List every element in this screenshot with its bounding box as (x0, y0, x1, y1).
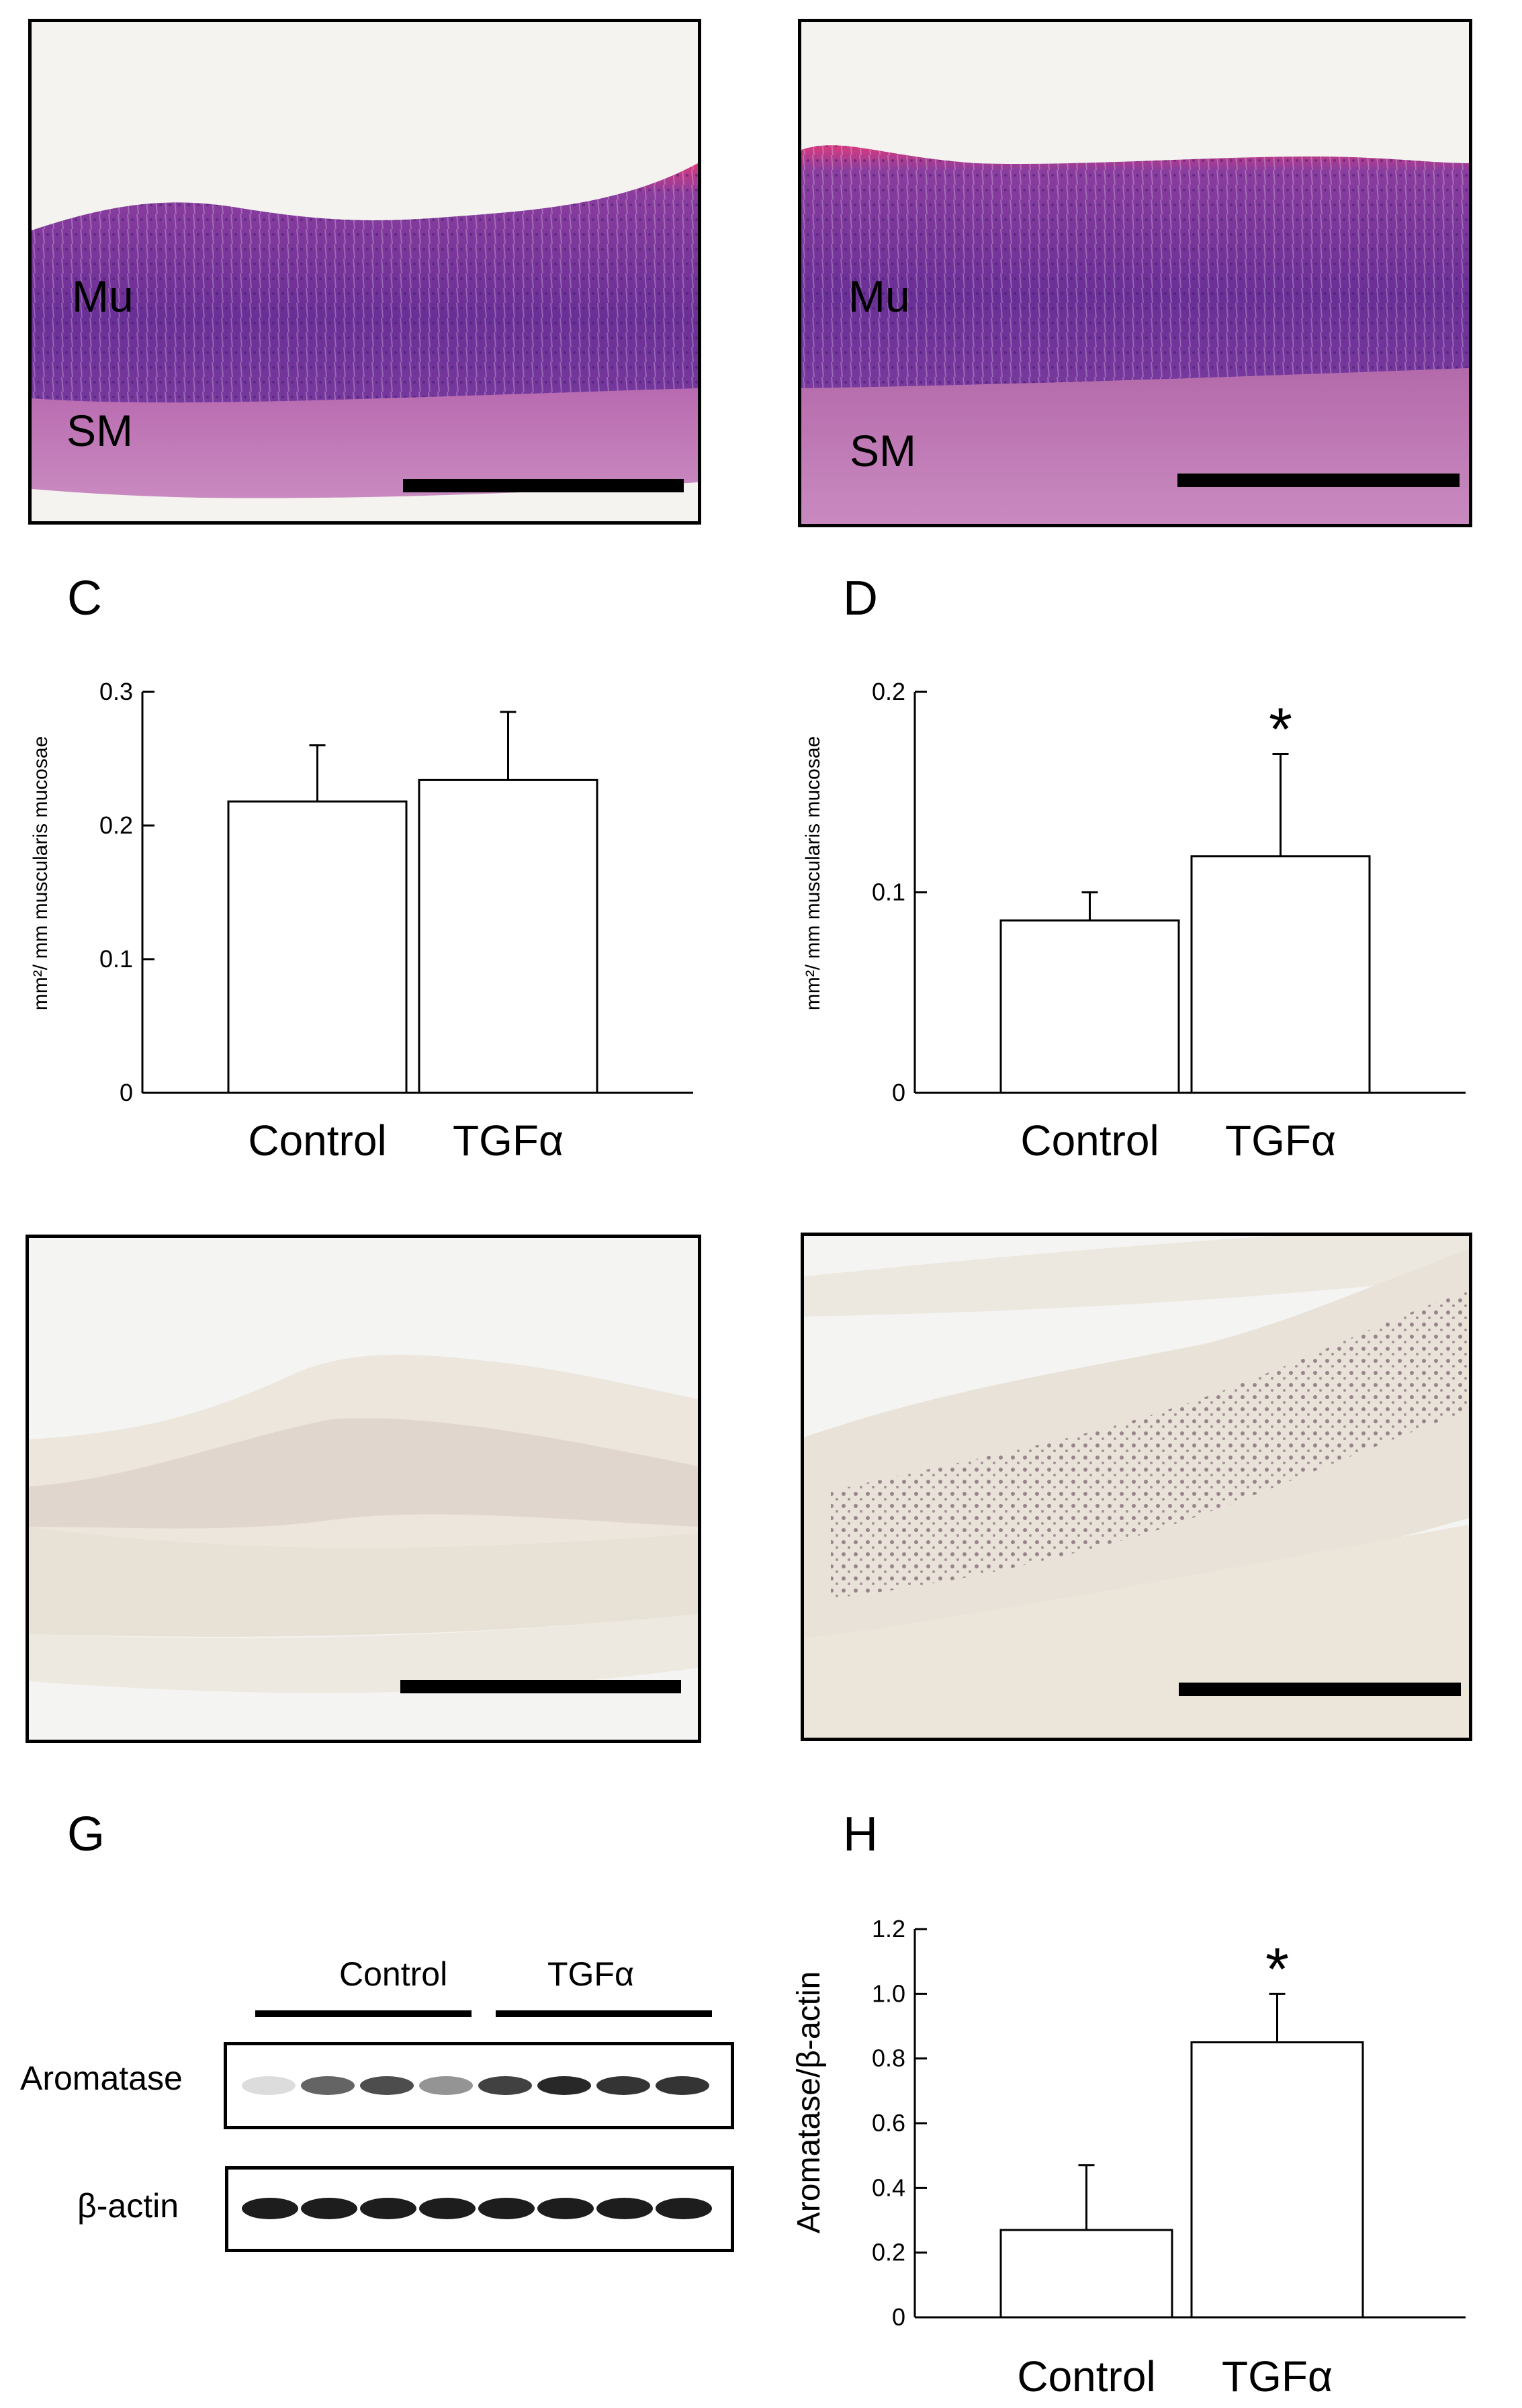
scale-bar (1179, 1683, 1461, 1696)
beta-actin-band (596, 2198, 653, 2219)
bar-chart-h: 0 0.2 0.4 0.6 0.8 1.0 1.2 Aromatase/β-actin Cont… (772, 1881, 1511, 2405)
y-tick-label: 0.6 (872, 2109, 905, 2137)
western-blot-aromatase (224, 2042, 734, 2129)
bar (999, 919, 1180, 1094)
y-tick-label: 0.2 (872, 2239, 905, 2266)
beta-actin-bands (242, 2198, 712, 2219)
group-line-tgfa (496, 2010, 712, 2017)
aromatase-band (596, 2076, 650, 2095)
beta-actin-band (419, 2198, 476, 2219)
micrograph-ish-tgfa (801, 1233, 1472, 1741)
panel-letter-h: H (843, 1808, 878, 1861)
ish-stain-image-e (29, 1238, 698, 1740)
blot-row-label-aromatase: Aromatase (20, 2059, 183, 2097)
aromatase-band (301, 2076, 355, 2095)
bar (1190, 855, 1371, 1094)
significance-marker: * (1265, 1936, 1289, 2003)
scale-bar (1177, 474, 1460, 487)
y-tick-label: 0 (892, 1079, 905, 1106)
bar (1190, 2041, 1364, 2319)
y-tick-label: 0.2 (99, 811, 133, 839)
scale-bar (403, 479, 684, 492)
y-axis-label: mm²/ mm muscularis mucosae (30, 736, 52, 1010)
bar (999, 2229, 1173, 2319)
panel-letter-g: G (67, 1808, 105, 1861)
panel-letter-d: D (843, 572, 878, 625)
aromatase-band (537, 2076, 591, 2095)
beta-actin-band (537, 2198, 594, 2219)
group-label-tgfa: TGFα (547, 1955, 634, 1993)
western-blot-beta-actin (225, 2166, 734, 2252)
beta-actin-band (656, 2198, 712, 2219)
scale-bar (400, 1680, 681, 1693)
category-label: Control (248, 1116, 386, 1165)
beta-actin-band (301, 2198, 357, 2219)
group-line-control (255, 2010, 472, 2017)
bar-chart-d: 0 0.1 0.2 mm²/ mm muscularis mucosae Control… (772, 645, 1511, 1196)
blot-row-label-beta-actin: β-actin (77, 2187, 179, 2225)
tissue-label-mucosa: Mu (848, 271, 910, 321)
significance-marker: * (1269, 697, 1292, 764)
aromatase-band (360, 2076, 414, 2095)
chart-c-svg: 0 0.1 0.2 0.3 mm²/ mm muscularis mucosae Cont… (30, 678, 693, 1165)
aromatase-band (478, 2076, 532, 2095)
group-label-control: Control (339, 1955, 448, 1993)
y-tick-label: 0.4 (872, 2174, 905, 2201)
micrograph-he-control: Mu SM (28, 19, 701, 525)
y-axis-label: Aromatase/β-actin (791, 1971, 827, 2233)
tissue-label-submucosa: SM (66, 406, 133, 455)
micrograph-he-tgfa: Mu SM (798, 19, 1472, 527)
category-label: Control (1020, 1116, 1159, 1165)
y-tick-label: 1.2 (872, 1915, 905, 1943)
y-tick-label: 0.8 (872, 2045, 905, 2072)
bar (227, 800, 408, 1094)
beta-actin-band (360, 2198, 416, 2219)
y-tick-label: 0 (120, 1079, 133, 1106)
ish-stain-image-f (804, 1236, 1469, 1738)
micrograph-ish-control (26, 1235, 701, 1743)
aromatase-bands (242, 2076, 709, 2095)
y-tick-label: 1.0 (872, 1979, 905, 2007)
bar-chart-c: 0 0.1 0.2 0.3 mm²/ mm muscularis mucosae Cont… (0, 645, 739, 1196)
bar (418, 778, 598, 1094)
aromatase-band (242, 2076, 296, 2095)
beta-actin-band (242, 2198, 298, 2219)
tissue-label-submucosa: SM (850, 426, 916, 476)
tissue-label-mucosa: Mu (72, 271, 134, 321)
category-label: Control (1017, 2352, 1155, 2401)
chart-h-svg: 0 0.2 0.4 0.6 0.8 1.0 1.2 Aromatase/β-actin Cont… (791, 1915, 1466, 2401)
y-tick-label: 0 (892, 2303, 905, 2331)
aromatase-band (656, 2076, 709, 2095)
chart-d-svg: 0 0.1 0.2 mm²/ mm muscularis mucosae Control… (802, 678, 1466, 1165)
he-stain-image-a (32, 22, 698, 521)
y-tick-label: 0.1 (872, 879, 905, 906)
panel-letter-c: C (67, 572, 102, 625)
category-label: TGFα (453, 1116, 564, 1165)
category-label: TGFα (1222, 2352, 1333, 2401)
y-tick-label: 0.2 (872, 678, 905, 705)
beta-actin-band (478, 2198, 535, 2219)
aromatase-band (419, 2076, 473, 2095)
category-label: TGFα (1225, 1116, 1336, 1165)
y-tick-label: 0.1 (99, 945, 133, 973)
y-axis-label: mm²/ mm muscularis mucosae (802, 736, 824, 1010)
y-tick-label: 0.3 (99, 678, 133, 705)
